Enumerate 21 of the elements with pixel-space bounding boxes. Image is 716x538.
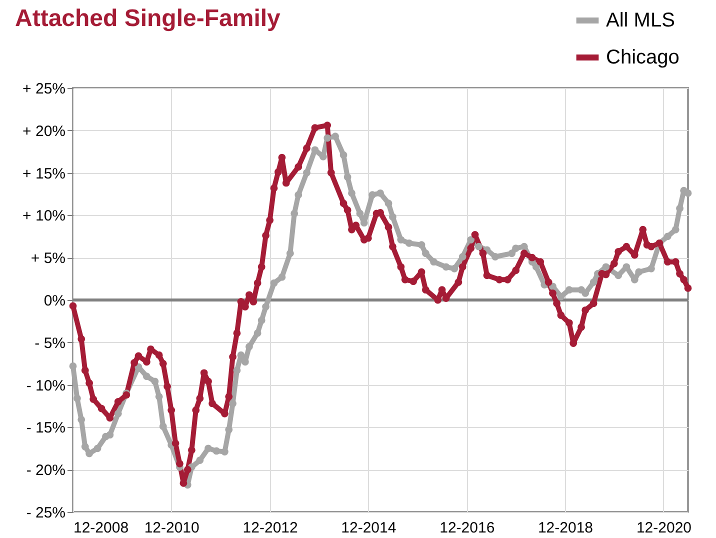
y-tick-label: + 15%: [22, 165, 66, 182]
y-tick-label: + 25%: [22, 80, 66, 98]
x-tick-label: 12-2020: [636, 520, 692, 536]
y-tick-label: 0%: [44, 292, 66, 310]
chart-title: Attached Single-Family: [15, 5, 282, 32]
legend-label: Chicago: [606, 46, 680, 68]
y-tick-label: - 20%: [26, 462, 66, 480]
x-tick-label: 12-2016: [440, 520, 495, 536]
y-tick-label: - 15%: [26, 420, 66, 437]
legend-label: All MLS: [606, 10, 675, 32]
y-tick-label: + 10%: [22, 208, 66, 225]
y-tick-label: + 20%: [22, 122, 66, 140]
y-tick-label: + 5%: [30, 250, 66, 268]
x-tick-label: 12-2008: [74, 520, 129, 536]
x-tick-label: 12-2014: [341, 520, 396, 536]
x-tick-label: 12-2010: [144, 520, 200, 536]
x-tick-label: 12-2012: [242, 520, 298, 536]
x-tick-label: 12-2018: [538, 520, 594, 536]
y-tick-label: - 25%: [26, 504, 66, 522]
y-tick-label: - 10%: [26, 377, 66, 394]
y-tick-label: - 5%: [34, 334, 66, 352]
